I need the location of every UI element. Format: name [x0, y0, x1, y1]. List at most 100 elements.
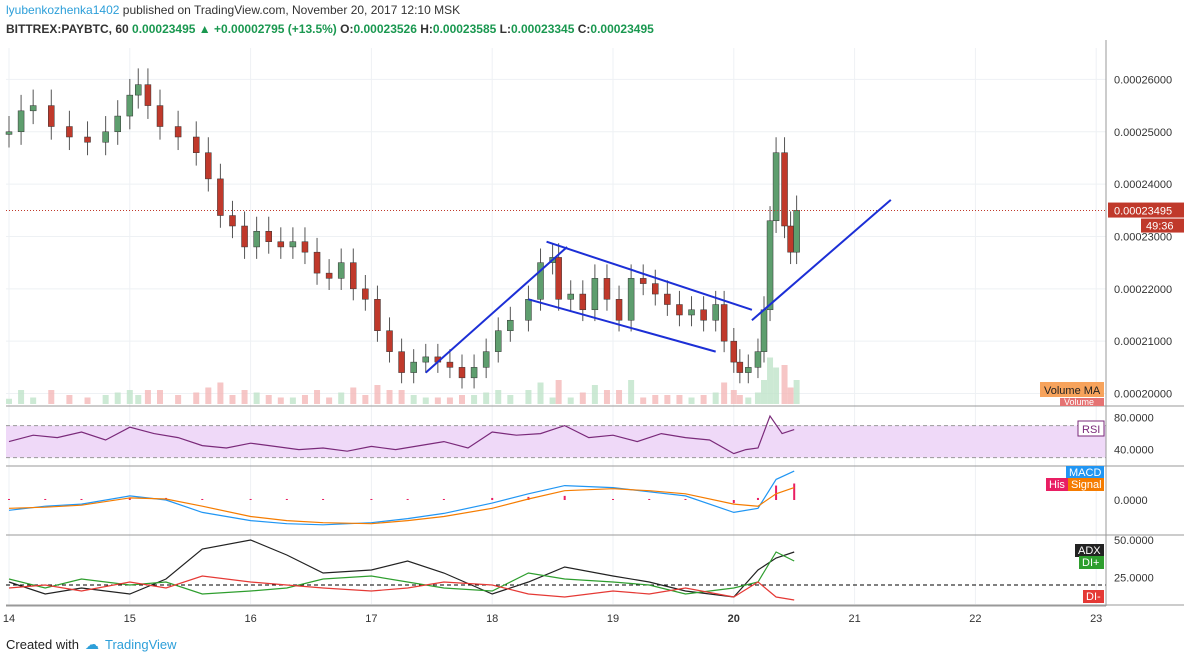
- volume-bar: [471, 395, 478, 404]
- volume-bar: [6, 398, 12, 404]
- candle-body: [325, 272, 333, 279]
- candle-body: [422, 356, 430, 363]
- candle-body: [507, 319, 514, 331]
- trend-line[interactable]: [546, 240, 753, 311]
- author-name[interactable]: lyubenkozhenka1402: [6, 3, 120, 17]
- volume-bar: [265, 395, 272, 404]
- x-tick-label: 17: [365, 613, 377, 625]
- volume-bar: [721, 382, 728, 404]
- rsi-line: [8, 414, 795, 455]
- last-price: 0.00023495: [132, 22, 196, 36]
- x-tick-label: 15: [124, 613, 136, 625]
- trend-line[interactable]: [425, 246, 568, 374]
- volume-bar: [350, 387, 357, 404]
- macd-hist-bar: [370, 498, 373, 500]
- candle-body: [793, 210, 800, 253]
- di-plus-line: [8, 551, 795, 595]
- candle-body: [192, 136, 200, 153]
- candle-body: [591, 278, 599, 311]
- grid: [6, 48, 1106, 604]
- candle-body: [17, 110, 25, 133]
- candle-body: [615, 299, 623, 321]
- candle-body: [265, 230, 272, 242]
- volume-bar: [205, 387, 212, 404]
- y-tick-label: 0.00025000: [1114, 127, 1172, 139]
- candle-body: [676, 304, 683, 316]
- volume-bar: [30, 397, 37, 404]
- volume-bar: [555, 380, 562, 404]
- rsi-y-tick-label: 40.0000: [1114, 445, 1154, 457]
- volume-bar: [793, 380, 800, 404]
- macd-legend-tag: [1046, 478, 1068, 491]
- volume-bar: [781, 365, 788, 404]
- volume-bar: [579, 392, 586, 404]
- axes: 14 15 16 17 18 19 20 21 22 23 0.00026000 0.00025000…: [3, 40, 1184, 625]
- volume-bar: [289, 397, 296, 404]
- volume-bar: [700, 395, 707, 404]
- volume-bar: [175, 395, 182, 404]
- volume-bar: [362, 395, 369, 404]
- volume-bar: [664, 395, 671, 404]
- macd-hist-bar: [684, 498, 687, 500]
- adx-y-tick-label: 50.0000: [1114, 535, 1154, 547]
- published-text: published on TradingView.com, November 2…: [122, 3, 461, 17]
- candle-body: [567, 293, 574, 300]
- volume-bar: [144, 390, 151, 404]
- countdown-tag: [1141, 218, 1184, 233]
- adx-legend-tag: [1083, 590, 1104, 603]
- candle-body: [29, 105, 37, 112]
- candle-body: [766, 220, 774, 311]
- volume-bar: [241, 390, 248, 404]
- volume-bar: [525, 390, 532, 404]
- adx-legend-tag: [1079, 556, 1104, 569]
- macd-hist-bar: [8, 498, 10, 500]
- candle-body: [760, 309, 768, 352]
- x-tick-label: 20: [728, 613, 740, 625]
- low-value: 0.00023345: [510, 22, 575, 36]
- trend-line[interactable]: [751, 199, 892, 321]
- countdown-label: 49:36: [1146, 221, 1174, 233]
- candle-body: [781, 152, 788, 227]
- candle-body: [126, 94, 134, 117]
- y-tick-label: 0.00024000: [1114, 179, 1172, 191]
- close-label: C:: [577, 22, 591, 36]
- macd-hist-bar: [128, 497, 131, 500]
- volume-bar: [386, 390, 393, 404]
- change-value: +0.00002795 (+13.5%): [214, 22, 337, 36]
- price-candles: [5, 68, 1106, 389]
- trend-lines[interactable]: [425, 199, 892, 374]
- tradingview-link[interactable]: TradingView: [104, 637, 177, 652]
- macd-hist-bar: [612, 498, 614, 500]
- close-value: 0.00023495: [590, 22, 654, 36]
- volume-bar: [676, 395, 683, 404]
- trend-line[interactable]: [528, 298, 716, 353]
- macd-hist-bar: [775, 485, 778, 500]
- volume-bar: [18, 390, 25, 404]
- candle-body: [135, 84, 142, 96]
- candle-body: [241, 225, 248, 248]
- rsi-y-tick-label: 80.0000: [1114, 413, 1154, 425]
- candle-body: [174, 126, 182, 138]
- candle-body: [301, 241, 309, 253]
- candle-body: [579, 293, 587, 311]
- adx-y-tick-label: 25.0000: [1114, 573, 1154, 585]
- volume-tag: [1060, 398, 1104, 406]
- adx-legend-label: DI+: [1082, 557, 1099, 569]
- candle-body: [700, 309, 707, 321]
- candle-body: [688, 309, 695, 316]
- volume-bar: [157, 390, 163, 404]
- volume-bar: [745, 397, 752, 404]
- adx-legend-tag: [1075, 544, 1104, 557]
- candle-body: [639, 278, 647, 284]
- symbol-label[interactable]: BITTREX:PAYBTC, 60: [6, 22, 129, 36]
- macd-legend-tag: [1068, 478, 1104, 491]
- candle-body: [787, 225, 794, 253]
- created-with-label: Created with: [6, 637, 79, 652]
- candle-body: [277, 241, 285, 248]
- volume-bar: [446, 397, 453, 404]
- volume-bar: [326, 397, 333, 404]
- high-value: 0.00023585: [432, 22, 497, 36]
- candle-body: [772, 152, 780, 222]
- adx-legend-label: ADX: [1078, 545, 1101, 557]
